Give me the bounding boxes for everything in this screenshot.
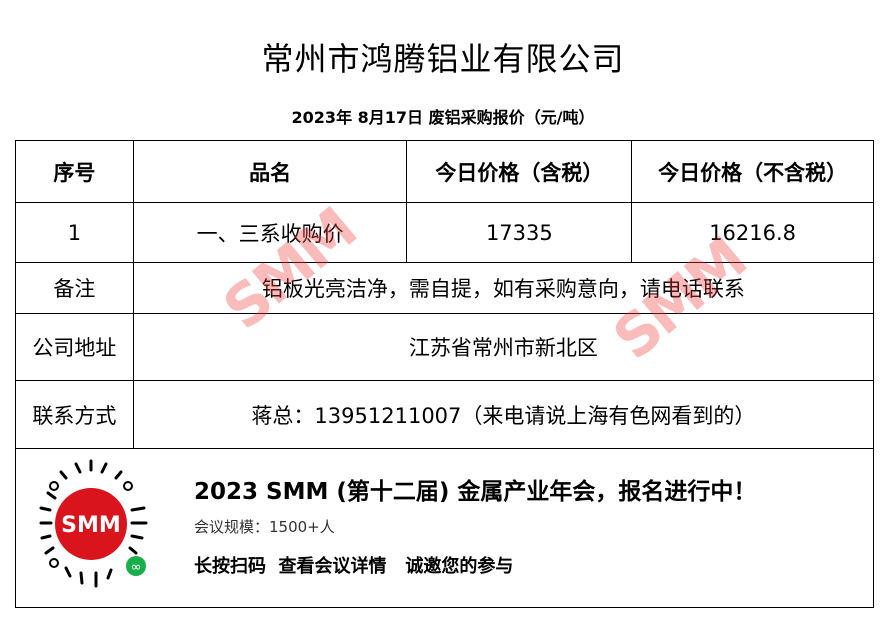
svg-text:∞: ∞ xyxy=(131,560,142,575)
cell-name: 一、三系收购价 xyxy=(132,202,408,263)
cell-no: 1 xyxy=(15,202,134,263)
smm-logo xyxy=(55,488,127,560)
remark-row: 备注 铝板光亮洁净，需自提，如有采购意向，请电话联系 xyxy=(15,262,875,314)
cell-price-notax: 16216.8 xyxy=(631,202,874,263)
conference-banner[interactable]: SMM ∞ 2023 SMM (第十二届) 金属产业年会，报名进行中！ 会议规模… xyxy=(15,446,874,608)
table-header-row: 序号 品名 今日价格（含税） 今日价格（不含税） xyxy=(15,140,874,203)
banner-headline: 2023 SMM (第十二届) 金属产业年会，报名进行中！ xyxy=(194,479,757,505)
remark-value: 铝板光亮洁净，需自提，如有采购意向，请电话联系 xyxy=(132,262,875,314)
address-row: 公司地址 江苏省常州市新北区 xyxy=(15,313,875,381)
address-label: 公司地址 xyxy=(15,313,134,381)
address-value: 江苏省常州市新北区 xyxy=(132,313,875,381)
header-price-notax: 今日价格（不含税） xyxy=(631,140,874,203)
banner-cta: 长按扫码 查看会议详情 诚邀您的参与 xyxy=(194,556,514,577)
header-name: 品名 xyxy=(132,140,408,203)
contact-value: 蒋总：13951211007（来电请说上海有色网看到的） xyxy=(132,380,875,449)
table-row: 1 一、三系收购价 17335 16216.8 xyxy=(15,202,874,263)
cell-price-tax: 17335 xyxy=(406,202,633,263)
smm-logo-text: SMM xyxy=(61,513,121,538)
contact-label: 联系方式 xyxy=(15,380,134,449)
company-title: 常州市鸿腾铝业有限公司 xyxy=(261,40,625,78)
header-price-tax: 今日价格（含税） xyxy=(406,140,633,203)
miniprogram-icon xyxy=(126,556,146,576)
quote-subtitle: 2023年 8月17日 废铝采购报价（元/吨） xyxy=(291,108,595,127)
qr-code-icon[interactable]: SMM ∞ xyxy=(36,458,151,593)
header-no: 序号 xyxy=(15,140,134,203)
banner-scale: 会议规模：1500+人 xyxy=(194,518,335,536)
remark-label: 备注 xyxy=(15,262,134,314)
contact-row: 联系方式 蒋总：13951211007（来电请说上海有色网看到的） xyxy=(15,380,875,449)
price-table: 序号 品名 今日价格（含税） 今日价格（不含税） 1 一、三系收购价 17335… xyxy=(15,140,875,449)
